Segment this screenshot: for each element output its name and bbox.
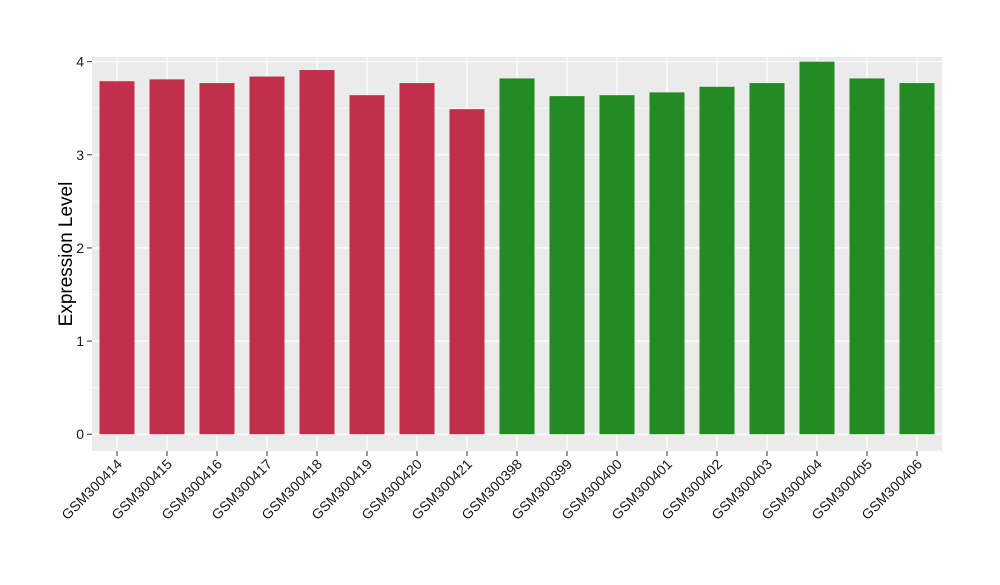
bar xyxy=(499,78,535,435)
bar xyxy=(149,79,185,435)
bar xyxy=(399,83,435,435)
bar xyxy=(649,92,685,435)
y-tick-label: 3 xyxy=(76,147,84,163)
bar xyxy=(349,95,385,435)
bar xyxy=(849,78,885,435)
bar xyxy=(299,70,335,435)
bar xyxy=(899,83,935,435)
bar xyxy=(749,83,785,435)
y-tick-label: 2 xyxy=(76,240,84,256)
y-tick-label: 1 xyxy=(76,333,84,349)
bars xyxy=(99,61,935,435)
bar xyxy=(249,76,285,435)
bar xyxy=(199,83,235,435)
bar xyxy=(799,61,835,435)
bar xyxy=(99,81,135,435)
y-axis: 0 1 2 3 4 xyxy=(76,54,92,442)
bar xyxy=(449,109,485,435)
bar xyxy=(699,86,735,435)
y-tick-label: 0 xyxy=(76,426,84,442)
y-axis-label: Expression Level xyxy=(56,182,77,327)
x-axis: GSM300414GSM300415GSM300416GSM300417GSM3… xyxy=(58,451,925,523)
bar xyxy=(549,96,585,435)
y-tick-label: 4 xyxy=(76,54,84,70)
bar xyxy=(599,95,635,435)
